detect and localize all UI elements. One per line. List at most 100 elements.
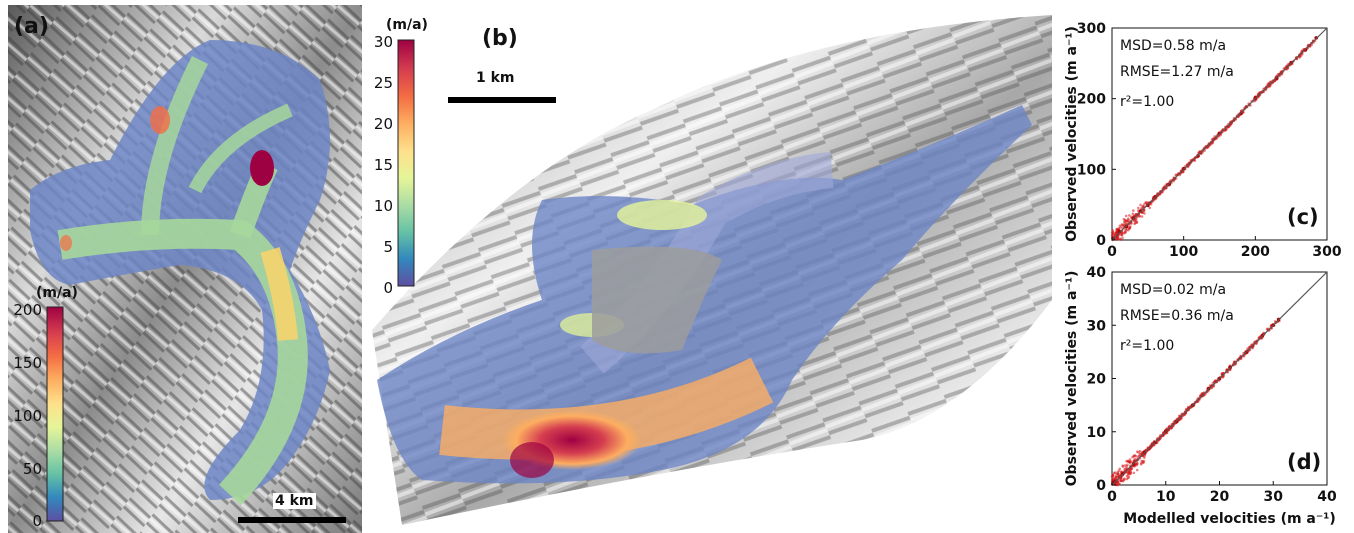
panel-a-map: (a) (m/a) 200 150 100 50 0 4 km [0, 0, 362, 533]
panel-b-map: (b) (m/a) 30 25 20 15 10 5 0 1 km [362, 0, 1062, 533]
stat-rmse: RMSE=1.27 m/a [1120, 64, 1234, 80]
colorbar-unit-a: (m/a) [36, 285, 78, 301]
scatter-point [1131, 209, 1135, 212]
stat-r2: r²=1.00 [1120, 94, 1174, 110]
scatter-point [1144, 201, 1148, 204]
scatter-point [1123, 464, 1127, 467]
scatter-point [1111, 229, 1115, 232]
scatter-point [1121, 464, 1124, 467]
scatter-point [1117, 473, 1120, 476]
one-to-one-line [1111, 27, 1328, 241]
scatter-point [1134, 454, 1138, 458]
x-tick-label: 30 [1264, 489, 1284, 505]
colorbar-tick-a: 200 [13, 301, 42, 319]
scatter-point [1128, 226, 1132, 229]
scatter-point [1127, 214, 1131, 217]
y-axis-label: Observed velocities (m a⁻¹) [1064, 271, 1080, 487]
scatter-point [1126, 473, 1130, 477]
scatter-point [1112, 233, 1115, 236]
scatter-point [1130, 467, 1134, 470]
scatter-point [1142, 202, 1146, 206]
x-tick-label: 0 [1107, 244, 1117, 260]
scatter-point [1132, 471, 1136, 475]
x-tick-label: 100 [1169, 244, 1198, 260]
scatter-point [1116, 236, 1119, 239]
scatter-point [1118, 482, 1121, 486]
panel-label-b: (b) [482, 26, 518, 51]
y-tick-label: 0 [1096, 233, 1106, 249]
scatter-point [1131, 212, 1135, 216]
colorbar-tick-b: 30 [373, 33, 393, 51]
scatter-point [1118, 479, 1122, 482]
scatter-point [1225, 128, 1228, 131]
scatter-point [1112, 471, 1116, 475]
scatter-point [1133, 222, 1136, 226]
colorbar-b [397, 39, 415, 287]
colorbar-tick-a: 100 [13, 407, 42, 425]
y-tick-label: 200 [1077, 92, 1106, 108]
scatter-point [1140, 215, 1144, 218]
x-tick-label: 10 [1156, 489, 1176, 505]
x-tick-label: 40 [1317, 489, 1337, 505]
scatter-point [1137, 451, 1140, 454]
colorbar-tick-b: 15 [373, 156, 393, 174]
colorbar-tick-b: 20 [373, 115, 393, 133]
scatter-point [1117, 469, 1121, 473]
scatter-point [1121, 236, 1124, 240]
scatter-point [1127, 228, 1130, 232]
colorbar-tick-b: 25 [373, 74, 393, 92]
scatter-point [1122, 217, 1126, 221]
scatter-point [1133, 457, 1137, 461]
colorbar-tick-a: 0 [32, 512, 42, 530]
scatter-point [1135, 468, 1139, 472]
scatter-point [1128, 461, 1132, 465]
panel-label: (c) [1287, 205, 1319, 229]
scatter-point [1126, 463, 1129, 467]
scale-bar-b [448, 97, 556, 103]
x-tick-label: 20 [1210, 489, 1230, 505]
one-to-one-line [1111, 271, 1328, 486]
y-tick-label: 100 [1077, 162, 1106, 178]
scatter-point [1136, 206, 1140, 210]
stat-r2: r²=1.00 [1120, 338, 1174, 354]
x-tick-label: 200 [1241, 244, 1270, 260]
scatter-point [1133, 219, 1137, 222]
scale-bar-label-b: 1 km [476, 70, 515, 86]
scatter-point [1120, 232, 1123, 236]
scatter-point [1128, 458, 1132, 461]
scatter-point [1122, 478, 1125, 482]
scatter-point [1140, 459, 1144, 463]
scatter-point [1123, 467, 1126, 471]
panel-label: (d) [1287, 450, 1321, 474]
scatter-point [1111, 475, 1114, 479]
stat-rmse: RMSE=0.36 m/a [1120, 308, 1234, 324]
scatter-point [1139, 203, 1142, 207]
colorbar-a [46, 306, 64, 522]
scatter-point [1127, 470, 1131, 474]
scatter-point [1127, 475, 1131, 479]
x-tick-label: 0 [1107, 489, 1117, 505]
scatter-point [1298, 56, 1301, 59]
scatter-point [1138, 214, 1141, 218]
panel-a-image [8, 5, 362, 533]
colorbar-tick-a: 150 [13, 354, 42, 372]
velocity-hotspot-a [250, 150, 274, 186]
y-tick-label: 20 [1087, 372, 1107, 388]
colorbar-tick-b: 10 [373, 197, 393, 215]
y-tick-label: 0 [1096, 478, 1106, 494]
x-axis-label: Modelled velocities (m a⁻¹) [1123, 511, 1336, 527]
scatter-point [1124, 214, 1128, 218]
scatter-point [1148, 206, 1152, 210]
y-tick-label: 300 [1077, 21, 1106, 37]
scatter-point [1119, 470, 1123, 473]
scatter-point [1124, 220, 1128, 223]
scatter-point [1127, 218, 1131, 222]
scatter-point [1115, 227, 1119, 231]
scatter-point [1118, 467, 1122, 471]
panel-b-image [372, 15, 1052, 525]
colorbar-unit-b: (m/a) [386, 17, 428, 33]
y-tick-label: 10 [1087, 425, 1107, 441]
scatter-point [1116, 481, 1120, 484]
scatter-point [1110, 231, 1114, 234]
